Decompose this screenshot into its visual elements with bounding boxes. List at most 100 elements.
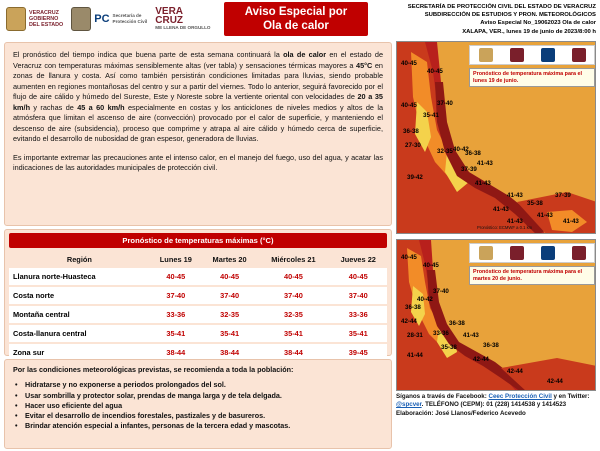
map-label: 37-39 xyxy=(461,166,477,173)
map-label: 36-38 xyxy=(449,320,465,327)
coat-of-arms-icon xyxy=(509,48,524,62)
column-header: Jueves 22 xyxy=(340,254,376,264)
table-row: Llanura norte-Huasteca 40-45 40-45 40-45… xyxy=(9,268,387,285)
agency-header: SECRETARÍA DE PROTECCIÓN CIVIL DEL ESTAD… xyxy=(372,3,596,36)
map-label: 36-38 xyxy=(403,128,419,135)
region-cell: Costa norte xyxy=(9,287,150,304)
map-caption: Pronóstico de temperatura máxima para el… xyxy=(469,68,595,88)
twitter-link[interactable]: @spcver xyxy=(396,401,422,409)
veracruz-seal-icon xyxy=(478,246,493,260)
temperature-cell: 37-40 xyxy=(149,287,202,304)
column-header: Región xyxy=(66,254,92,264)
map-label: 40-42 xyxy=(453,146,469,153)
temperature-cell: 37-40 xyxy=(257,287,330,304)
temperature-cell: 39-45 xyxy=(329,344,387,361)
coat-of-arms-icon xyxy=(71,7,92,31)
map-credit: Pronóstico: ECMWF a 0.1 km xyxy=(477,225,533,230)
temperature-cell: 38-44 xyxy=(149,344,202,361)
map-label: 41-43 xyxy=(507,218,523,225)
column-header: Lunes 19 xyxy=(159,254,192,264)
facebook-link[interactable]: Ceec Protección Civil xyxy=(488,393,552,400)
header-logos: VERACRUZ GOBIERNO DEL ESTADO PC Secretar… xyxy=(6,4,218,34)
map-label: 40-45 xyxy=(427,68,443,75)
pc-logo-text: PC xyxy=(94,13,110,25)
temperature-cell: 35-41 xyxy=(257,325,330,342)
intro-bold: ola de calor xyxy=(283,50,327,59)
recommendations-list: Hidratarse y no exponerse a periodos pro… xyxy=(13,380,383,432)
veracruz-government-logo: VERACRUZ GOBIERNO DEL ESTADO xyxy=(6,7,63,31)
coat-of-arms-icon xyxy=(509,246,524,260)
social-text: y en Twitter: xyxy=(551,393,590,400)
map-label: 35-41 xyxy=(423,112,439,119)
list-item: Brindar atención especial a infantes, pe… xyxy=(13,421,383,432)
map-label: 28-31 xyxy=(407,332,423,339)
list-item: Evitar el desarrollo de incendios forest… xyxy=(13,411,383,422)
map-label: 39-42 xyxy=(407,174,423,181)
map-label: 35-38 xyxy=(441,344,457,351)
social-text: Síganos a través de Facebook: xyxy=(396,393,489,400)
contact-info: Síganos a través de Facebook: Ceec Prote… xyxy=(396,393,598,418)
map-label: 40-45 xyxy=(423,262,439,269)
temperature-cell: 32-35 xyxy=(257,306,330,323)
temperature-cell: 35-41 xyxy=(149,325,202,342)
temperature-cell: 40-45 xyxy=(201,268,258,285)
list-item: Hacer uso eficiente del agua xyxy=(13,401,383,412)
map-label: 41-43 xyxy=(563,218,579,225)
banner-line-2: Ola de calor xyxy=(263,20,329,32)
map-label: 37-39 xyxy=(555,192,571,199)
forecast-table-title: Pronóstico de temperaturas máximas (°C) xyxy=(9,233,387,248)
map-label: 41-43 xyxy=(493,206,509,213)
map-label: 42-44 xyxy=(547,378,563,385)
intro-text: El pronóstico del tiempo indica que buen… xyxy=(13,50,284,59)
alert-banner: Aviso Especial por Ola de calor xyxy=(224,2,368,36)
pc-logo-icon xyxy=(540,48,555,62)
temperature-cell: 37-40 xyxy=(329,287,387,304)
forecast-map-tuesday: Pronóstico de temperatura máxima para el… xyxy=(396,239,596,391)
veracruz-brand-icon xyxy=(571,48,586,62)
list-item: Usar sombrilla y protector solar, prenda… xyxy=(13,391,383,402)
temperature-cell: 35-41 xyxy=(201,325,258,342)
veracruz-brand-text: VERA CRUZ xyxy=(155,6,184,26)
temperature-cell: 37-40 xyxy=(201,287,258,304)
temperature-cell: 35-41 xyxy=(329,325,387,342)
column-header: Miércoles 21 xyxy=(271,254,316,264)
agency-line-3: Aviso Especial No_19062023 Ola de calor xyxy=(480,20,596,27)
column-header: Martes 20 xyxy=(212,254,247,264)
intro-panel: El pronóstico del tiempo indica que buen… xyxy=(4,42,392,226)
temperature-cell: 33-36 xyxy=(149,306,202,323)
map-label: 32-35 xyxy=(437,148,453,155)
map-label: 40-45 xyxy=(401,60,417,67)
authors-line: Elaboración: José Llanos/Federico Aceved… xyxy=(396,409,526,417)
map-logos xyxy=(469,45,595,65)
table-row: Costa-llanura central 35-41 35-41 35-41 … xyxy=(9,325,387,342)
veracruz-seal-icon xyxy=(478,48,493,62)
map-label: 42-44 xyxy=(507,368,523,375)
intro-bold: 45°C xyxy=(356,60,373,70)
banner-line-1: Aviso Especial por xyxy=(244,6,348,18)
intro-text: en el estado de Veracruz con temperatura… xyxy=(13,50,383,70)
map-label: 42-44 xyxy=(473,356,489,363)
region-cell: Montaña central xyxy=(9,306,150,323)
recommendations-panel: Por las condiciones meteorológicas previ… xyxy=(4,359,392,449)
region-cell: Llanura norte-Huasteca xyxy=(9,268,150,285)
map-label: 37-40 xyxy=(437,100,453,107)
intro-bold: 45 a 60 km/h xyxy=(77,102,125,112)
intro-paragraph-2: Es importante extremar las precauciones … xyxy=(13,152,383,173)
map-label: 36-38 xyxy=(483,342,499,349)
social-line: Síganos a través de Facebook: Ceec Prote… xyxy=(396,393,598,401)
forecast-table-header-row: Región Lunes 19 Martes 20 Miércoles 21 J… xyxy=(9,252,387,266)
map-label: 41-43 xyxy=(507,192,523,199)
phone-text: . TELÉFONO (CEPM): 01 (228) 1414538 y 14… xyxy=(421,401,567,409)
pc-logo-icon xyxy=(540,246,555,260)
map-label: 36-38 xyxy=(465,150,481,157)
forecast-table-panel: Pronóstico de temperaturas máximas (°C) … xyxy=(4,229,392,361)
table-row: Montaña central 33-36 32-35 32-35 33-36 xyxy=(9,306,387,323)
agency-line-1: SECRETARÍA DE PROTECCIÓN CIVIL DEL ESTAD… xyxy=(407,4,596,10)
map-label: 37-40 xyxy=(433,288,449,295)
map-label: 27-30 xyxy=(405,142,421,149)
temperature-cell: 40-45 xyxy=(257,268,330,285)
temperature-cell: 40-45 xyxy=(329,268,387,285)
temperature-cell: 38-44 xyxy=(201,344,258,361)
temperature-cell: 32-35 xyxy=(201,306,258,323)
region-cell: Costa-llanura central xyxy=(9,325,150,342)
